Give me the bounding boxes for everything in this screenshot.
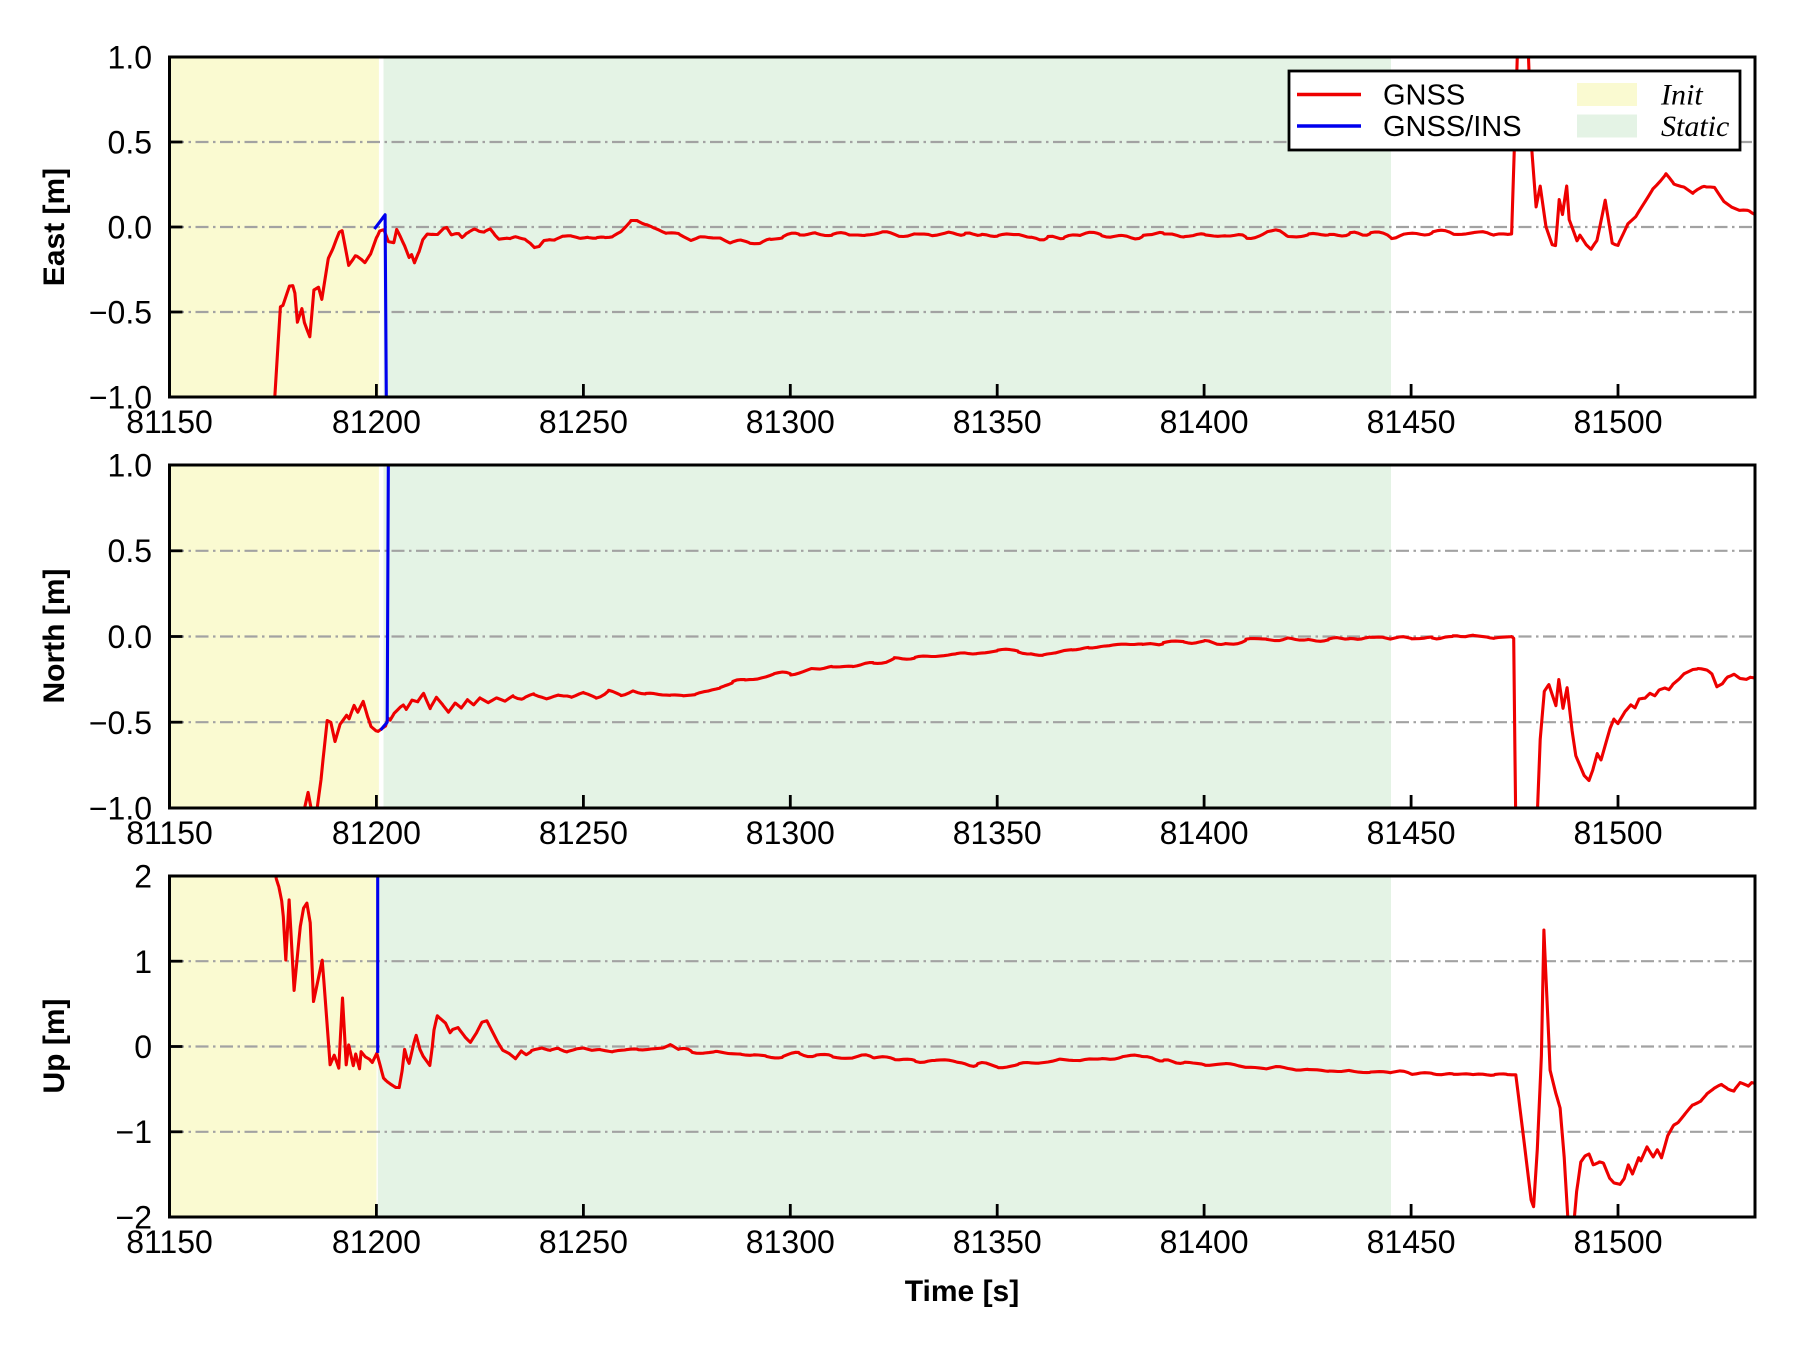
svg-text:0.0: 0.0 — [108, 210, 152, 246]
svg-text:1.0: 1.0 — [108, 448, 152, 484]
svg-text:0.0: 0.0 — [108, 619, 152, 655]
svg-text:GNSS/INS: GNSS/INS — [1383, 111, 1522, 143]
svg-text:81200: 81200 — [332, 404, 421, 440]
svg-text:81250: 81250 — [539, 404, 628, 440]
svg-text:81350: 81350 — [953, 404, 1042, 440]
svg-text:81400: 81400 — [1160, 815, 1249, 851]
svg-text:81150: 81150 — [126, 815, 213, 851]
svg-text:−1.0: −1.0 — [89, 380, 152, 416]
svg-text:2: 2 — [134, 859, 152, 895]
svg-text:1.0: 1.0 — [108, 40, 152, 76]
svg-text:81300: 81300 — [746, 815, 835, 851]
svg-text:81400: 81400 — [1160, 1224, 1249, 1260]
svg-text:81500: 81500 — [1574, 815, 1663, 851]
svg-text:81250: 81250 — [539, 1224, 628, 1260]
svg-text:0: 0 — [134, 1029, 152, 1065]
svg-text:81450: 81450 — [1367, 404, 1456, 440]
svg-text:81350: 81350 — [953, 815, 1042, 851]
svg-text:81200: 81200 — [332, 815, 421, 851]
svg-text:81500: 81500 — [1574, 404, 1663, 440]
svg-text:Static: Static — [1661, 110, 1729, 143]
svg-text:1: 1 — [134, 944, 152, 980]
svg-text:Init: Init — [1660, 79, 1703, 112]
svg-text:81250: 81250 — [539, 815, 628, 851]
svg-text:81400: 81400 — [1160, 404, 1249, 440]
svg-text:81300: 81300 — [746, 404, 835, 440]
svg-text:81500: 81500 — [1574, 1224, 1663, 1260]
svg-text:81450: 81450 — [1367, 815, 1456, 851]
svg-text:−0.5: −0.5 — [89, 705, 152, 741]
svg-text:−2: −2 — [116, 1200, 152, 1236]
svg-text:0.5: 0.5 — [108, 125, 152, 161]
svg-text:East [m]: East [m] — [38, 168, 71, 286]
svg-text:81200: 81200 — [332, 1224, 421, 1260]
svg-text:North [m]: North [m] — [38, 569, 71, 704]
svg-text:Up [m]: Up [m] — [38, 999, 71, 1094]
svg-text:81300: 81300 — [746, 1224, 835, 1260]
svg-text:0.5: 0.5 — [108, 533, 152, 569]
svg-text:81150: 81150 — [126, 404, 213, 440]
svg-text:−1: −1 — [116, 1114, 152, 1150]
svg-text:81450: 81450 — [1367, 1224, 1456, 1260]
svg-text:−1.0: −1.0 — [89, 791, 152, 827]
svg-text:81150: 81150 — [126, 1224, 213, 1260]
svg-text:81350: 81350 — [953, 1224, 1042, 1260]
svg-text:Time [s]: Time [s] — [905, 1275, 1019, 1308]
svg-text:GNSS: GNSS — [1383, 80, 1465, 112]
svg-text:−0.5: −0.5 — [89, 295, 152, 331]
